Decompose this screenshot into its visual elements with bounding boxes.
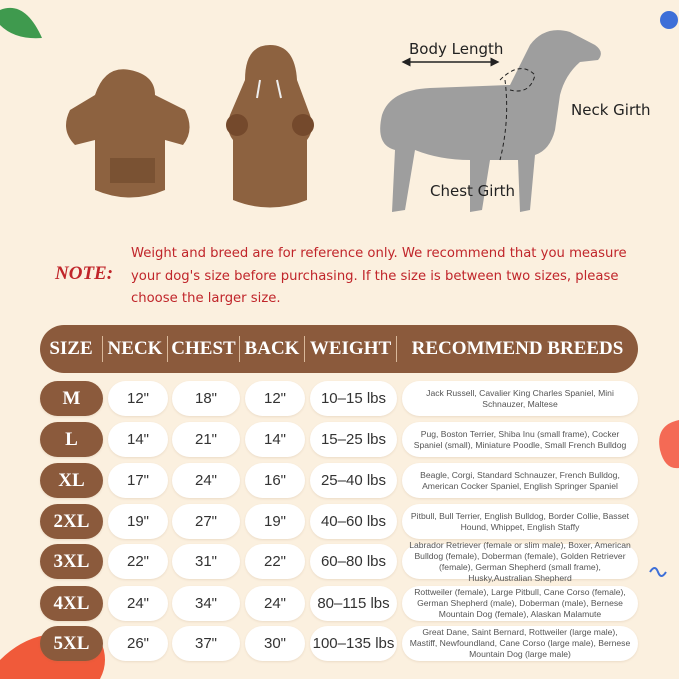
cell-size: XL	[40, 463, 103, 498]
cell-chest: 27"	[172, 504, 240, 539]
cell-weight: 15–25 lbs	[310, 422, 397, 457]
cell-breeds: Beagle, Corgi, Standard Schnauzer, Frenc…	[402, 463, 638, 498]
header-breeds: RECOMMEND BREEDS	[411, 338, 624, 359]
table-row: 4XL 24" 34" 24" 80–115 lbs Rottweiler (female…	[40, 586, 638, 621]
header-chest: CHEST	[168, 336, 240, 362]
cell-breeds: Labrador Retriever (female or slim male)…	[402, 540, 638, 583]
cell-breeds: Jack Russell, Cavalier King Charles Span…	[402, 381, 638, 416]
cell-weight: 25–40 lbs	[310, 463, 397, 498]
cell-chest: 21"	[172, 422, 240, 457]
cell-size: 4XL	[40, 586, 103, 621]
blob-decoration-right	[659, 420, 679, 469]
cell-size: M	[40, 381, 103, 416]
cell-size: L	[40, 422, 103, 457]
note-text: Weight and breed are for reference only.…	[131, 243, 631, 311]
cell-back: 16"	[245, 463, 305, 498]
cell-back: 22"	[245, 544, 305, 579]
table-row: L 14" 21" 14" 15–25 lbs Pug, Boston Terrier, …	[40, 422, 638, 457]
cell-chest: 18"	[172, 381, 240, 416]
cell-chest: 37"	[172, 626, 240, 661]
hoodie-front-image	[226, 45, 314, 208]
neck-girth-label: Neck Girth	[571, 101, 651, 119]
cell-size: 3XL	[40, 544, 103, 579]
note-label: NOTE:	[55, 263, 114, 284]
cell-weight: 40–60 lbs	[310, 504, 397, 539]
cell-weight: 100–135 lbs	[310, 626, 397, 661]
cell-breeds: Rottweiler (female), Large Pitbull, Cane…	[402, 586, 638, 621]
cell-back: 14"	[245, 422, 305, 457]
cell-neck: 26"	[108, 626, 168, 661]
header-back: BACK	[240, 336, 305, 362]
cell-weight: 80–115 lbs	[310, 586, 397, 621]
cell-neck: 14"	[108, 422, 168, 457]
cell-back: 30"	[245, 626, 305, 661]
table-row: M 12" 18" 12" 10–15 lbs Jack Russell, Cavalie…	[40, 381, 638, 416]
cell-neck: 19"	[108, 504, 168, 539]
header-size: SIZE	[40, 336, 103, 362]
cell-weight: 10–15 lbs	[310, 381, 397, 416]
header-neck: NECK	[103, 336, 168, 362]
cell-neck: 12"	[108, 381, 168, 416]
size-table-header: SIZE NECK CHEST BACK WEIGHT RECOMMEND BR…	[40, 325, 638, 373]
cell-breeds: Pitbull, Bull Terrier, English Bulldog, …	[402, 504, 638, 539]
cell-breeds: Great Dane, Saint Bernard, Rottweiler (l…	[402, 626, 638, 661]
header-weight: WEIGHT	[305, 336, 397, 362]
table-row: 5XL 26" 37" 30" 100–135 lbs Great Dane, Saint…	[40, 626, 638, 661]
note-line: your dog's size before purchasing. If th…	[131, 268, 619, 284]
cell-back: 19"	[245, 504, 305, 539]
leaf-decoration	[0, 7, 42, 39]
body-length-label: Body Length	[409, 40, 504, 58]
hoodie-back-image	[66, 69, 190, 198]
cell-size: 2XL	[40, 504, 103, 539]
note-line: Weight and breed are for reference only.…	[131, 246, 627, 261]
cell-breeds: Pug, Boston Terrier, Shiba Inu (small fr…	[402, 422, 638, 457]
cell-back: 12"	[245, 381, 305, 416]
cell-neck: 24"	[108, 586, 168, 621]
cell-back: 24"	[245, 586, 305, 621]
cell-chest: 34"	[172, 586, 240, 621]
cell-size: 5XL	[40, 626, 103, 661]
table-row: 2XL 19" 27" 19" 40–60 lbs Pitbull, Bull Terri…	[40, 504, 638, 539]
table-row: XL 17" 24" 16" 25–40 lbs Beagle, Corgi, Stand…	[40, 463, 638, 498]
cell-chest: 31"	[172, 544, 240, 579]
cell-neck: 17"	[108, 463, 168, 498]
table-row: 3XL 22" 31" 22" 60–80 lbs Labrador Retriever …	[40, 540, 638, 583]
cell-weight: 60–80 lbs	[310, 544, 397, 579]
chest-girth-label: Chest Girth	[430, 182, 516, 200]
dot-decoration	[660, 11, 678, 29]
cell-chest: 24"	[172, 463, 240, 498]
cell-neck: 22"	[108, 544, 168, 579]
dog-measurement-diagram	[380, 30, 601, 213]
note-line: choose the larger size.	[131, 291, 281, 306]
